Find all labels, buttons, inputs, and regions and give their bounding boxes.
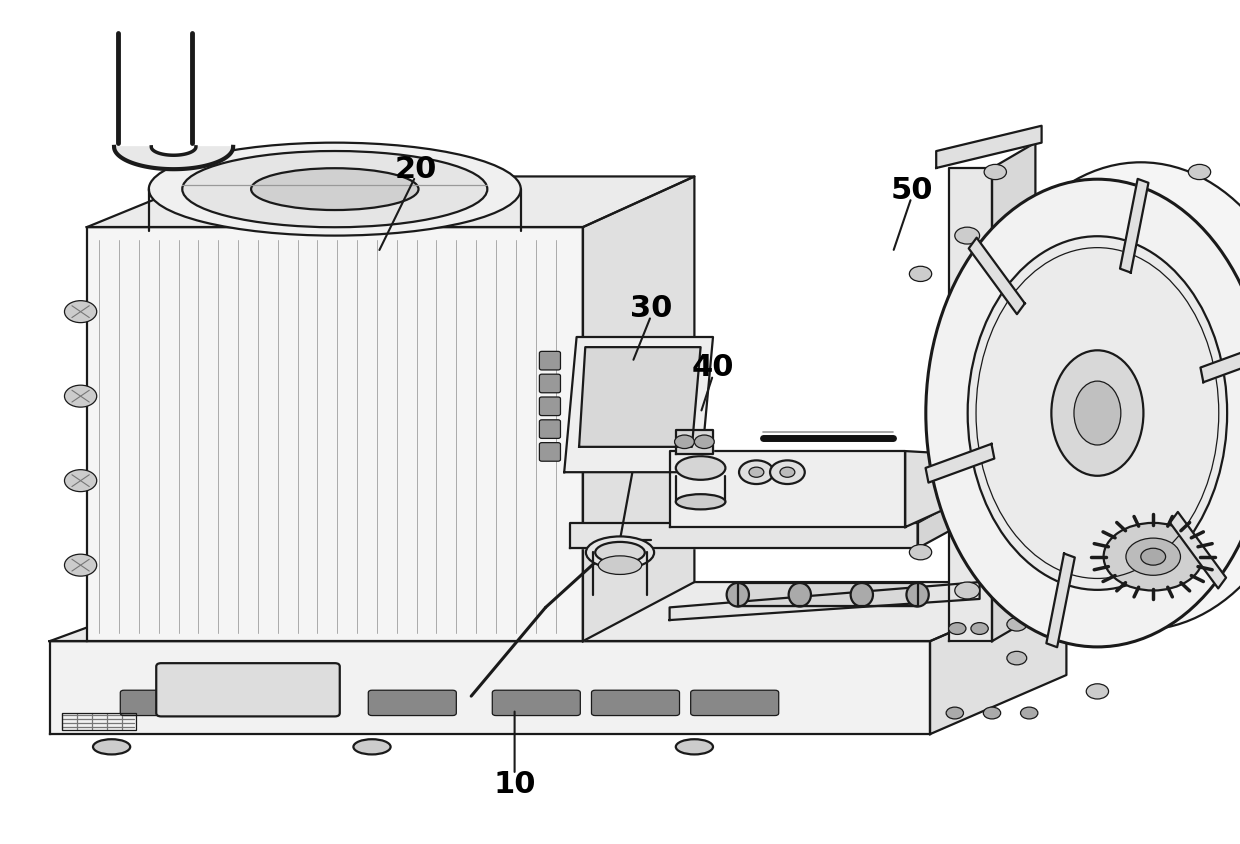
Ellipse shape <box>676 739 713 755</box>
Circle shape <box>64 470 97 492</box>
Ellipse shape <box>149 143 521 236</box>
Ellipse shape <box>93 739 130 755</box>
Circle shape <box>749 468 764 478</box>
Polygon shape <box>676 430 713 454</box>
FancyBboxPatch shape <box>539 375 560 393</box>
Polygon shape <box>949 169 992 641</box>
FancyBboxPatch shape <box>368 690 456 716</box>
FancyBboxPatch shape <box>691 690 779 716</box>
FancyBboxPatch shape <box>232 690 320 716</box>
Polygon shape <box>1200 344 1240 383</box>
FancyBboxPatch shape <box>539 443 560 462</box>
Polygon shape <box>87 177 694 228</box>
Ellipse shape <box>598 556 642 575</box>
FancyBboxPatch shape <box>492 690 580 716</box>
Polygon shape <box>1047 554 1075 647</box>
Ellipse shape <box>967 237 1228 590</box>
Circle shape <box>983 707 1001 719</box>
Circle shape <box>1104 523 1203 591</box>
Text: 20: 20 <box>394 154 436 183</box>
Ellipse shape <box>1074 381 1121 446</box>
Circle shape <box>1188 165 1210 181</box>
Circle shape <box>694 436 714 449</box>
Circle shape <box>955 582 980 599</box>
Polygon shape <box>570 523 918 549</box>
Polygon shape <box>930 582 1066 734</box>
Ellipse shape <box>851 583 873 607</box>
Circle shape <box>985 165 1007 181</box>
Polygon shape <box>670 582 980 620</box>
Circle shape <box>949 623 966 635</box>
Polygon shape <box>564 338 713 473</box>
Text: 40: 40 <box>692 353 734 381</box>
Polygon shape <box>1120 180 1148 273</box>
Bar <box>62 713 136 730</box>
Ellipse shape <box>1052 351 1143 476</box>
Circle shape <box>955 312 980 329</box>
Polygon shape <box>50 582 1066 641</box>
Polygon shape <box>670 452 905 528</box>
Circle shape <box>1126 538 1180 576</box>
Ellipse shape <box>676 495 725 510</box>
Circle shape <box>739 461 774 484</box>
Polygon shape <box>583 177 694 641</box>
FancyBboxPatch shape <box>539 420 560 439</box>
FancyBboxPatch shape <box>539 352 560 371</box>
Circle shape <box>64 301 97 323</box>
Circle shape <box>1007 618 1027 631</box>
FancyBboxPatch shape <box>156 663 340 717</box>
Ellipse shape <box>353 739 391 755</box>
Ellipse shape <box>595 543 645 564</box>
Text: 50: 50 <box>890 176 932 204</box>
Circle shape <box>1086 684 1109 699</box>
Circle shape <box>1007 652 1027 665</box>
Polygon shape <box>579 348 701 447</box>
Circle shape <box>955 228 980 245</box>
Circle shape <box>909 267 931 282</box>
Polygon shape <box>738 583 918 606</box>
Polygon shape <box>968 238 1024 315</box>
FancyBboxPatch shape <box>120 690 208 716</box>
Ellipse shape <box>970 163 1240 630</box>
Circle shape <box>675 436 694 449</box>
Ellipse shape <box>906 583 929 607</box>
Polygon shape <box>992 143 1035 641</box>
Polygon shape <box>905 452 980 528</box>
Circle shape <box>971 623 988 635</box>
Ellipse shape <box>182 152 487 228</box>
Polygon shape <box>50 641 930 734</box>
FancyBboxPatch shape <box>591 690 680 716</box>
Circle shape <box>946 707 963 719</box>
Polygon shape <box>1171 512 1226 589</box>
Ellipse shape <box>926 180 1240 647</box>
Circle shape <box>770 461 805 484</box>
Circle shape <box>780 468 795 478</box>
Ellipse shape <box>585 537 655 569</box>
Circle shape <box>64 386 97 408</box>
FancyBboxPatch shape <box>539 398 560 416</box>
Text: 10: 10 <box>494 769 536 798</box>
Polygon shape <box>87 228 583 641</box>
Polygon shape <box>918 490 980 549</box>
Circle shape <box>1141 549 1166 565</box>
Polygon shape <box>936 127 1042 169</box>
Text: 30: 30 <box>630 294 672 322</box>
Circle shape <box>909 545 931 560</box>
Circle shape <box>1021 707 1038 719</box>
Polygon shape <box>925 444 994 483</box>
Ellipse shape <box>727 583 749 607</box>
Circle shape <box>64 555 97 576</box>
Ellipse shape <box>789 583 811 607</box>
Circle shape <box>955 498 980 515</box>
Polygon shape <box>114 148 233 170</box>
Ellipse shape <box>676 457 725 480</box>
Ellipse shape <box>250 169 419 211</box>
